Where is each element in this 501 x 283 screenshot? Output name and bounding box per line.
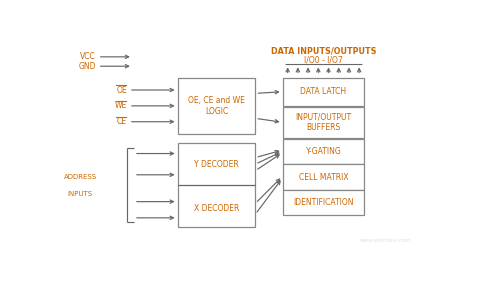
Text: I/O0 - I/O7: I/O0 - I/O7 [304,55,342,65]
Bar [177,143,255,227]
Text: CE: CE [117,117,127,126]
Bar [282,106,364,138]
Text: CELL MATRIX: CELL MATRIX [298,173,348,181]
Text: OE: OE [116,85,127,95]
Text: DATA INPUTS/OUTPUTS: DATA INPUTS/OUTPUTS [270,47,375,56]
Text: WE: WE [114,101,127,110]
Text: IDENTIFICATION: IDENTIFICATION [293,198,353,207]
Text: ADDRESS: ADDRESS [64,173,97,179]
Text: Y DECODER: Y DECODER [194,160,238,169]
Bar [282,190,364,215]
Bar [282,164,364,190]
Text: VCC: VCC [80,52,96,61]
Text: INPUTS: INPUTS [68,191,93,197]
Text: GND: GND [78,62,96,71]
Bar [282,78,364,106]
Text: INPUT/OUTPUT
BUFFERS: INPUT/OUTPUT BUFFERS [295,113,351,132]
Bar [282,139,364,164]
Text: Y-GATING: Y-GATING [305,147,341,156]
Bar [177,78,255,134]
Text: OE, CE and WE
LOGIC: OE, CE and WE LOGIC [187,96,244,115]
Text: www.elecfans.com: www.elecfans.com [359,239,411,243]
Text: X DECODER: X DECODER [193,204,238,213]
Text: DATA LATCH: DATA LATCH [300,87,346,96]
